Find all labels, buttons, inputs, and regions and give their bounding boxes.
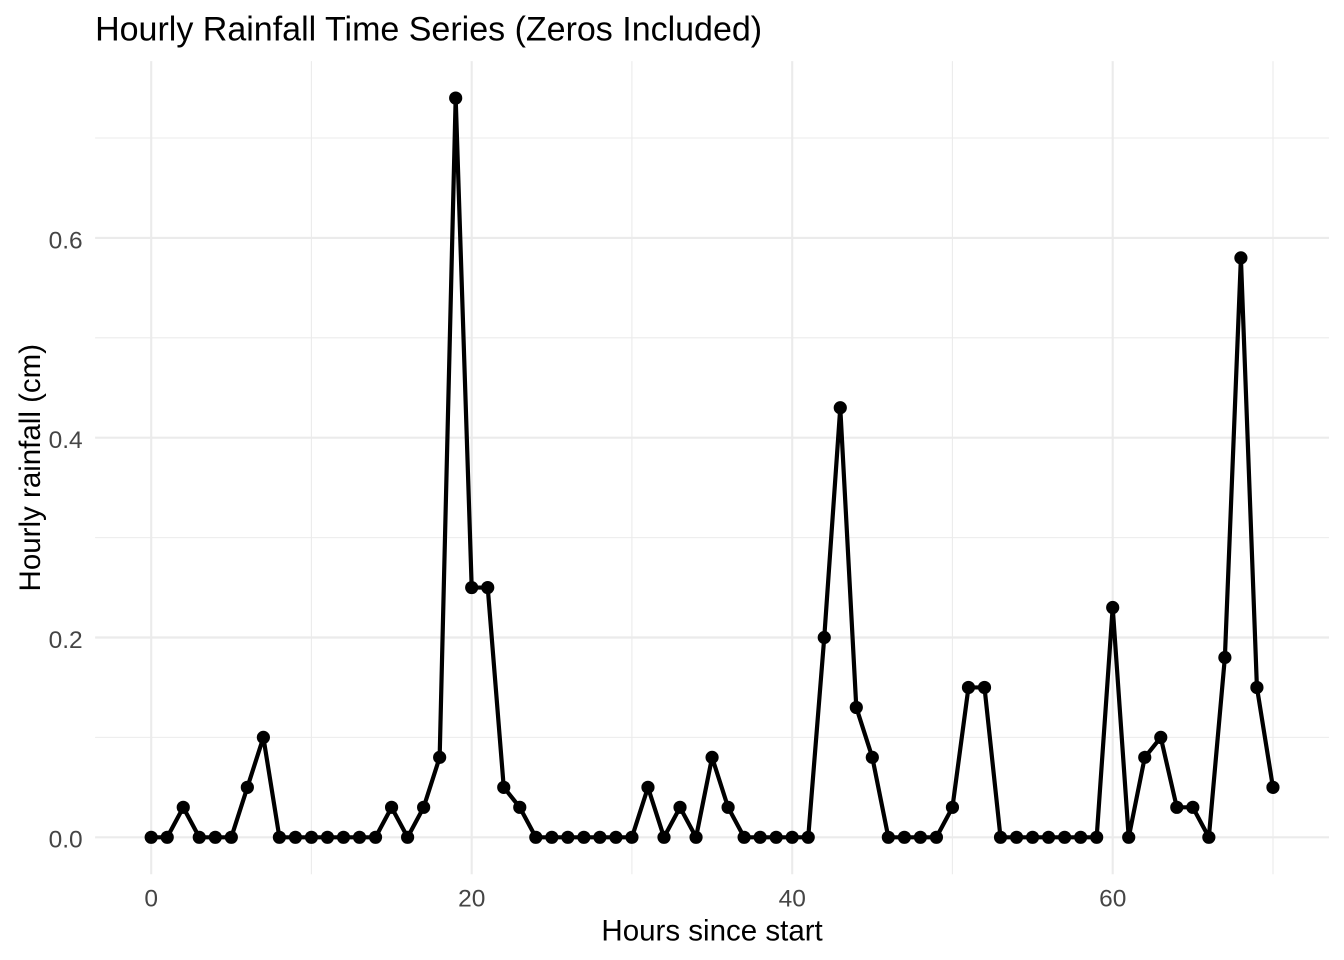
- svg-text:40: 40: [779, 885, 806, 912]
- svg-text:0.2: 0.2: [49, 627, 83, 654]
- svg-text:0.4: 0.4: [49, 427, 83, 454]
- svg-text:0.6: 0.6: [49, 227, 83, 254]
- svg-text:60: 60: [1099, 885, 1126, 912]
- svg-text:0: 0: [144, 885, 158, 912]
- svg-text:0.0: 0.0: [49, 827, 83, 854]
- svg-text:Hourly rainfall (cm): Hourly rainfall (cm): [14, 344, 47, 592]
- svg-text:20: 20: [458, 885, 485, 912]
- svg-text:Hourly Rainfall Time Series (Z: Hourly Rainfall Time Series (Zeros Inclu…: [95, 11, 762, 49]
- svg-text:Hours since start: Hours since start: [601, 915, 822, 948]
